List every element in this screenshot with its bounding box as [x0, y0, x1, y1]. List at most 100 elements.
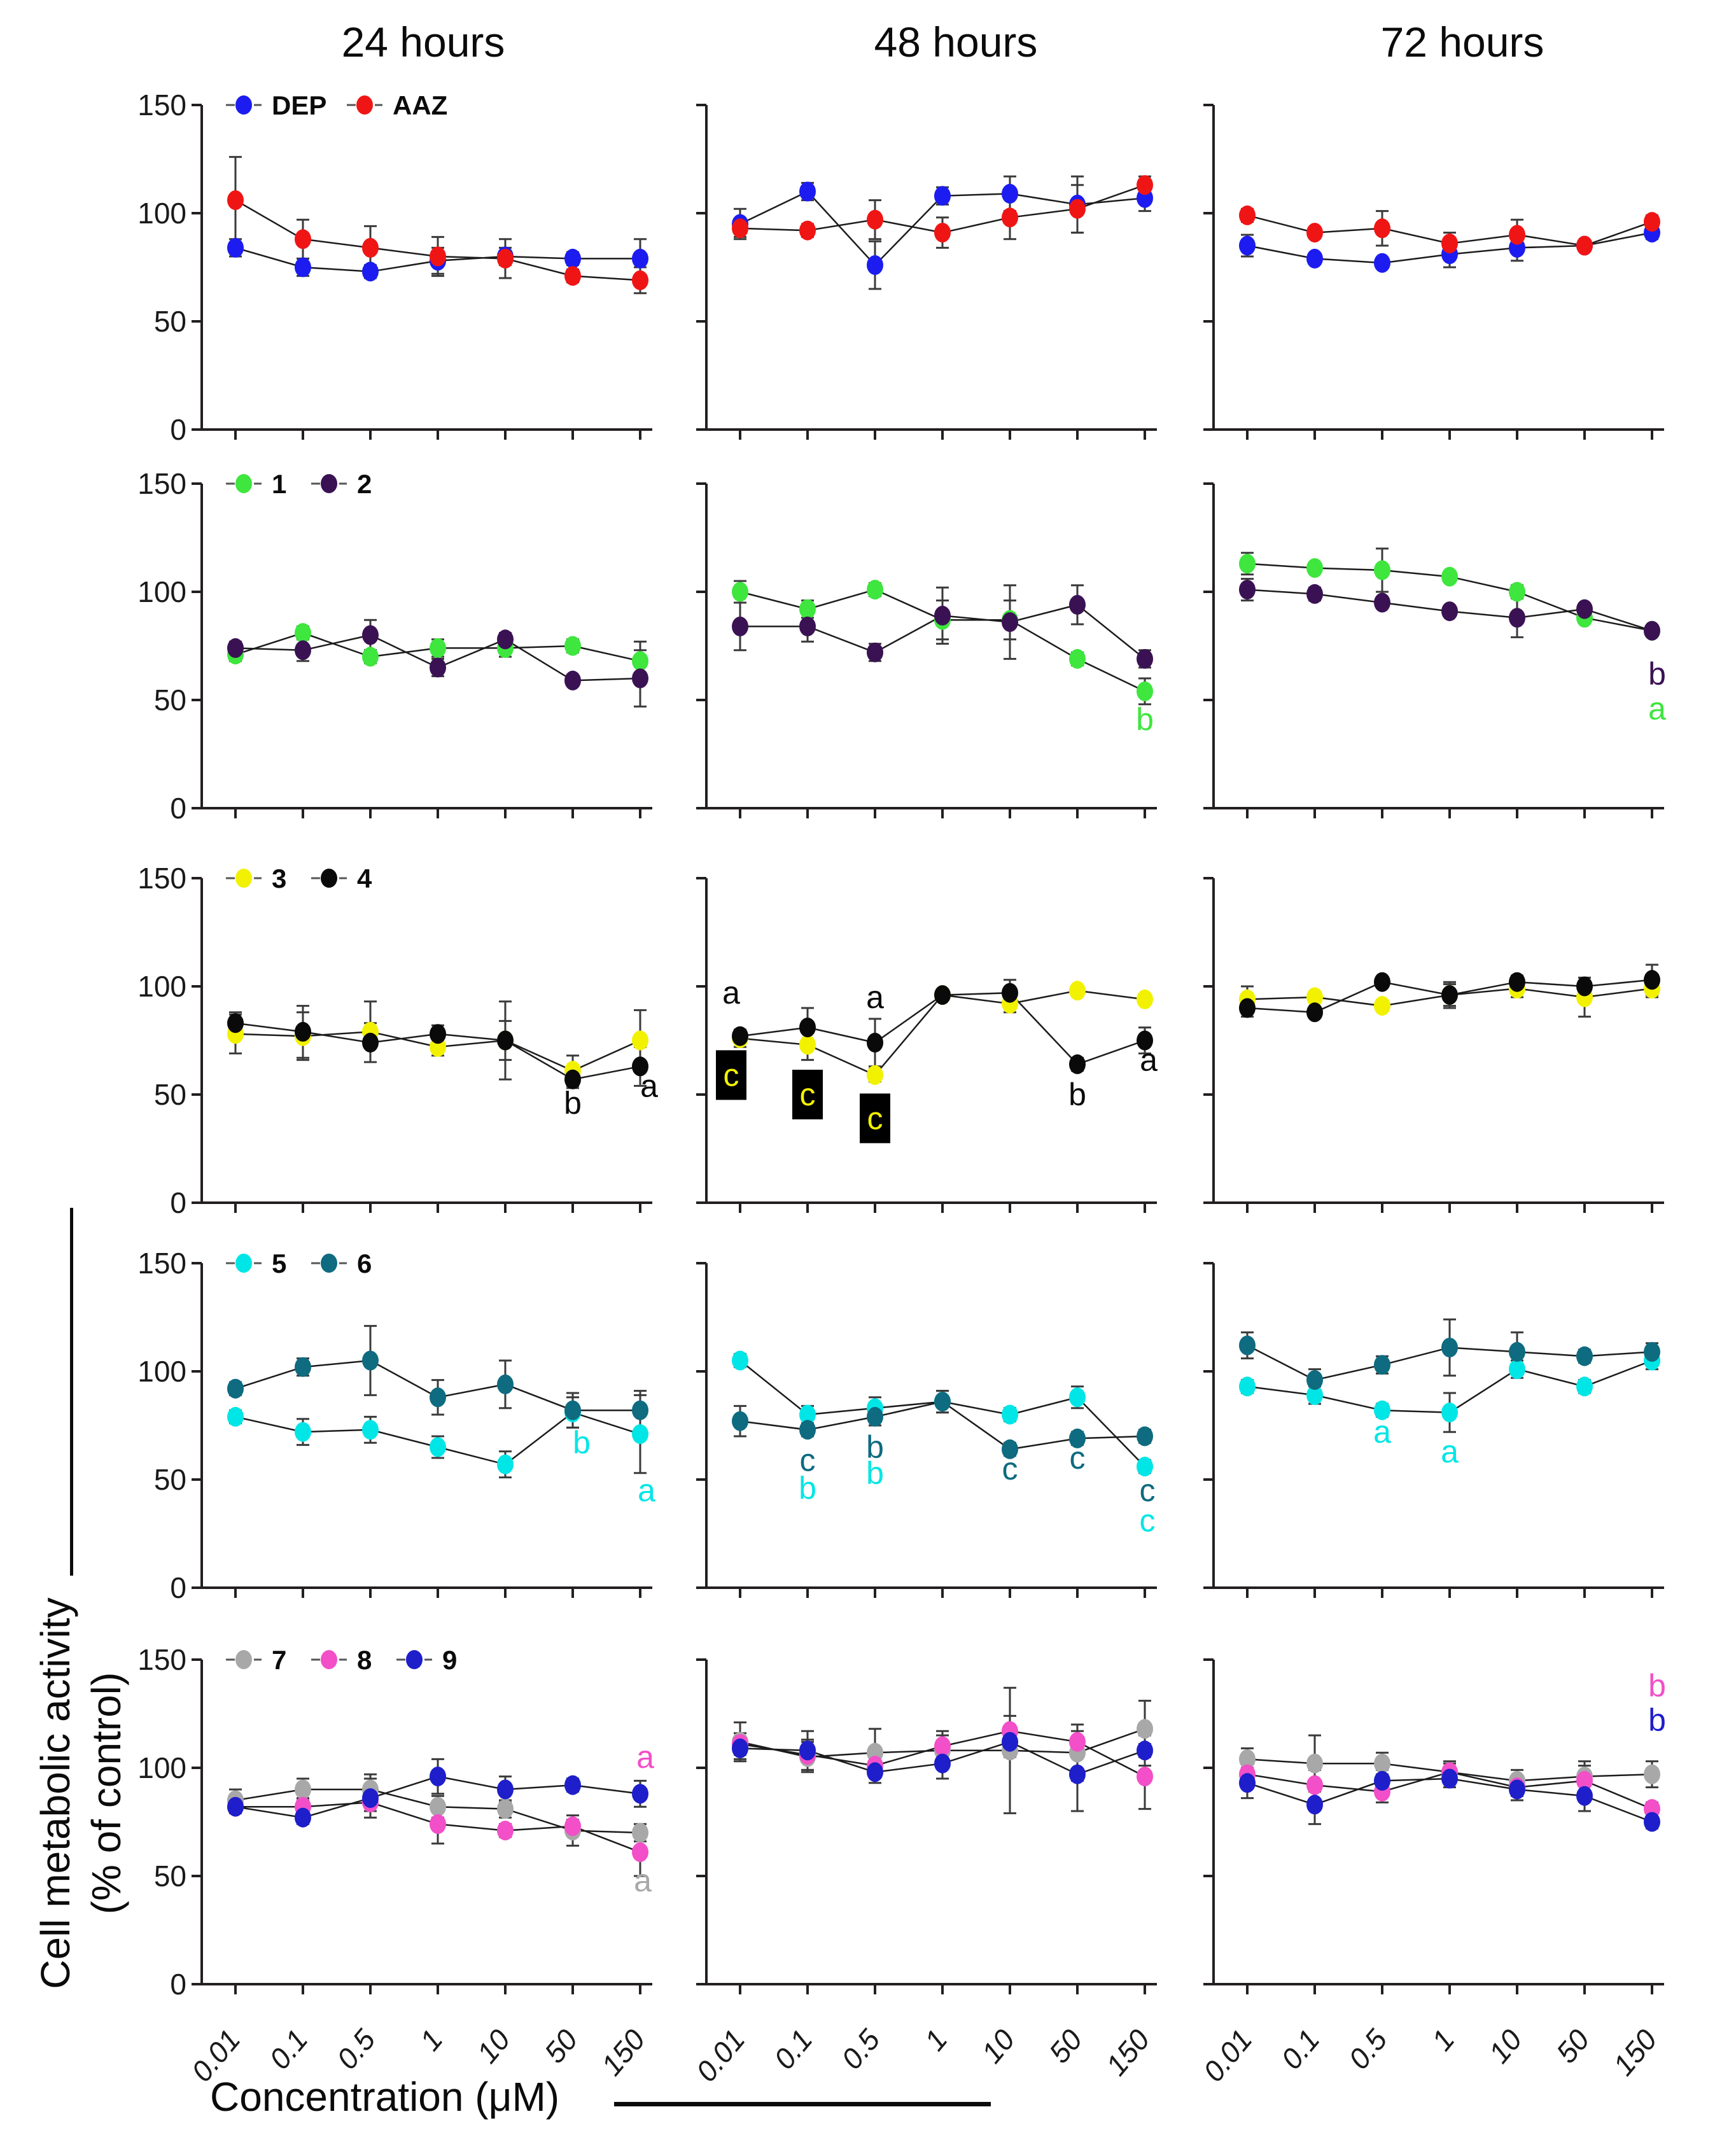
data-point: [1374, 1400, 1390, 1420]
data-point: [1239, 580, 1256, 600]
column-header-24h: 24 hours: [341, 18, 505, 66]
data-point: [362, 1420, 379, 1440]
data-point: [497, 1454, 514, 1474]
data-point: [1239, 1335, 1256, 1355]
significance-letter: c: [724, 1057, 739, 1093]
x-tick-label: 50: [1042, 2023, 1089, 2069]
data-point: [497, 1779, 514, 1800]
data-point: [227, 1378, 244, 1399]
data-point: [1374, 1770, 1390, 1791]
data-point: [1644, 1341, 1660, 1362]
data-point: [632, 1842, 648, 1863]
chart-compounds-7-8-9-24h: 0 50 100 150 0.01 0.1 0.5 1 10 50 150 7 8 9 a a: [137, 1621, 678, 2143]
data-point: [1374, 1355, 1390, 1375]
data-point: [1239, 554, 1256, 574]
significance-letter: c: [1140, 1473, 1156, 1508]
significance-letter: a: [636, 1739, 654, 1775]
chart-compounds-3-4-72h: [1174, 840, 1690, 1362]
y-tick-label: 0: [170, 413, 186, 446]
data-point: [1576, 1770, 1593, 1791]
y-tick-label: 150: [137, 467, 186, 500]
y-tick-label: 50: [154, 683, 186, 717]
plot-svg: 0 50 100 150 1 2: [137, 467, 652, 825]
legend-label: 2: [357, 469, 372, 499]
legend-marker: [321, 1650, 337, 1669]
data-point: [1441, 566, 1458, 587]
data-point: [732, 1411, 748, 1431]
data-point: [430, 1437, 446, 1457]
data-point: [362, 1032, 379, 1053]
data-point: [732, 1350, 748, 1371]
data-point: [564, 636, 581, 656]
data-point: [295, 1807, 311, 1828]
data-point: [430, 657, 446, 678]
data-point: [1576, 235, 1593, 256]
data-point: [867, 1032, 883, 1053]
data-point: [1069, 1054, 1086, 1074]
data-point: [430, 1767, 446, 1787]
data-point: [934, 1392, 951, 1412]
data-point: [1576, 599, 1593, 619]
significance-letter: c: [867, 1100, 883, 1136]
legend-marker: [321, 1254, 337, 1273]
data-point: [1306, 248, 1323, 269]
data-point: [295, 1357, 311, 1377]
x-tick-label: 0.01: [689, 2023, 751, 2088]
data-point: [799, 1740, 816, 1761]
data-point: [362, 1788, 379, 1809]
data-point: [1374, 218, 1390, 239]
data-point: [867, 209, 883, 230]
data-point: [1137, 648, 1153, 669]
y-tick-label: 150: [137, 862, 186, 895]
data-point: [564, 248, 581, 269]
data-point: [295, 623, 311, 643]
legend-label: DEP: [272, 90, 326, 120]
significance-letter: a: [640, 1068, 658, 1103]
data-point: [1441, 985, 1458, 1005]
plot-svg: [696, 104, 1157, 440]
data-point: [799, 181, 816, 202]
significance-letter: b: [1648, 1668, 1666, 1704]
significance-letter: a: [1140, 1042, 1158, 1078]
x-tick-label: 0.5: [1342, 2023, 1394, 2076]
data-point: [1306, 1370, 1323, 1390]
data-point: [1509, 582, 1525, 602]
chart-compounds-3-4-48h: a c c a c b a: [667, 840, 1182, 1362]
significance-letter: a: [634, 1863, 652, 1898]
data-point: [1002, 207, 1018, 228]
significance-letter: a: [1648, 691, 1666, 727]
legend-label: 8: [357, 1645, 372, 1675]
data-point: [362, 1350, 379, 1371]
data-point: [1069, 199, 1086, 219]
data-point: [934, 605, 951, 626]
data-point: [1374, 560, 1390, 580]
data-point: [1374, 592, 1390, 613]
data-point: [1069, 648, 1086, 669]
data-point: [1002, 612, 1018, 633]
y-tick-label: 150: [137, 1643, 186, 1676]
y-tick-label: 50: [154, 1463, 186, 1496]
data-point: [295, 229, 311, 249]
x-tick-label: 10: [470, 2023, 517, 2069]
data-point: [497, 1030, 514, 1051]
data-point: [799, 1420, 816, 1440]
data-point: [564, 670, 581, 690]
data-point: [1306, 223, 1323, 243]
data-point: [1441, 601, 1458, 622]
plot-svg: a c c a c b a: [696, 877, 1158, 1213]
data-point: [1069, 1764, 1086, 1784]
legend-label: 9: [442, 1645, 457, 1675]
data-point: [1306, 1385, 1323, 1405]
legend-marker: [321, 869, 337, 888]
data-point: [430, 1796, 446, 1817]
data-point: [632, 1056, 648, 1077]
data-point: [1441, 1768, 1458, 1789]
significance-letter: a: [1373, 1414, 1391, 1450]
legend-label: 6: [357, 1249, 372, 1278]
data-point: [1239, 235, 1256, 256]
data-point: [1306, 1775, 1323, 1795]
data-point: [1306, 1795, 1323, 1815]
legend-marker: [235, 1254, 252, 1273]
data-point: [295, 1021, 311, 1042]
data-point: [632, 1784, 648, 1804]
